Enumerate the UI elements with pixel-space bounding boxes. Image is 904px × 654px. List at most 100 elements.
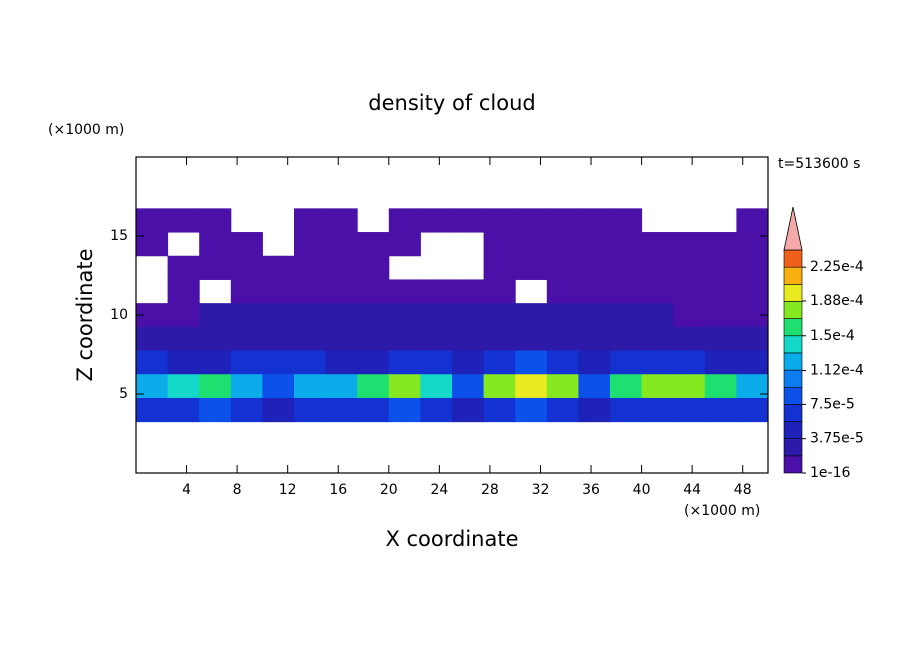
density-cell (420, 374, 453, 399)
chart-title: density of cloud (368, 91, 535, 115)
density-cell (483, 279, 516, 304)
density-cell (136, 397, 169, 423)
density-cell (546, 255, 579, 280)
density-cell (388, 232, 421, 257)
y-tick-label: 10 (110, 307, 128, 323)
x-tick-label: 4 (182, 482, 191, 498)
density-cell (325, 326, 358, 352)
density-cell (199, 397, 232, 423)
x-tick-label: 16 (329, 482, 347, 498)
density-cell (704, 232, 737, 257)
x-tick-label: 48 (734, 482, 752, 498)
density-cell (483, 374, 516, 399)
density-cell (546, 303, 579, 328)
density-cell (325, 303, 358, 328)
density-cell (546, 374, 579, 399)
density-cell (452, 326, 485, 352)
y-unit-label: (×1000 m) (48, 122, 124, 138)
density-cell (704, 397, 737, 423)
density-cell (515, 397, 548, 423)
colorbar-tick-label: 1.88e-4 (810, 293, 864, 309)
density-cell (294, 255, 327, 280)
density-cell (673, 397, 706, 423)
colorbar-band (783, 386, 803, 405)
colorbar-band (783, 284, 803, 302)
density-cell (357, 374, 390, 399)
density-cell (515, 303, 548, 328)
density-cell (610, 255, 643, 280)
density-cell (357, 255, 390, 280)
density-cell (483, 326, 516, 352)
colorbar-tick-label: 1e-16 (810, 465, 850, 481)
density-cell (388, 303, 421, 328)
density-cell (294, 279, 327, 304)
density-cell (357, 303, 390, 328)
density-cell (262, 255, 295, 280)
density-cell (199, 232, 232, 257)
density-cell (515, 208, 548, 233)
density-cell (704, 279, 737, 304)
density-cell (673, 232, 706, 257)
density-cell (230, 232, 263, 257)
colorbar-band (783, 438, 803, 457)
y-axis-title: Z coordinate (73, 248, 97, 381)
density-cell (641, 350, 674, 375)
density-cell (167, 397, 200, 423)
colorbar-band (783, 352, 803, 371)
density-cell (452, 279, 485, 304)
density-cell (483, 350, 516, 375)
density-cell (262, 303, 295, 328)
density-cell (736, 326, 769, 352)
density-cell (736, 255, 769, 280)
density-cell (546, 208, 579, 233)
x-tick-label: 36 (582, 482, 600, 498)
density-cell (167, 279, 200, 304)
density-cell (420, 350, 453, 375)
density-cell (452, 374, 485, 399)
density-cell (294, 350, 327, 375)
density-cell (357, 279, 390, 304)
density-cell (641, 374, 674, 399)
density-cell (546, 397, 579, 423)
x-tick-label: 28 (481, 482, 499, 498)
density-cell (736, 279, 769, 304)
density-cell (388, 326, 421, 352)
y-tick-label: 5 (119, 386, 128, 402)
density-cell (704, 255, 737, 280)
density-cell (578, 326, 611, 352)
density-cell (199, 326, 232, 352)
density-cell (483, 232, 516, 257)
density-cell (388, 374, 421, 399)
density-cell (294, 397, 327, 423)
density-cell (136, 374, 169, 399)
density-cell (388, 350, 421, 375)
density-cell (610, 232, 643, 257)
density-cell (578, 255, 611, 280)
density-cell (262, 326, 295, 352)
density-cell (357, 397, 390, 423)
density-cell (515, 232, 548, 257)
density-cell (546, 326, 579, 352)
density-cell (483, 255, 516, 280)
density-cell (452, 397, 485, 423)
density-cell (515, 326, 548, 352)
density-cell (515, 350, 548, 375)
density-cell (420, 303, 453, 328)
density-cell (736, 350, 769, 375)
density-cell (641, 255, 674, 280)
x-tick-label: 8 (233, 482, 242, 498)
colorbar-tick-label: 3.75e-5 (810, 431, 864, 447)
colorbar-band (783, 455, 803, 474)
colorbar-band (783, 421, 803, 439)
density-cell (452, 208, 485, 233)
density-cell (546, 350, 579, 375)
density-cell (578, 303, 611, 328)
density-cell (230, 350, 263, 375)
density-cell (325, 255, 358, 280)
density-cell (610, 303, 643, 328)
density-cell (452, 303, 485, 328)
density-cell (704, 374, 737, 399)
density-cell (294, 208, 327, 233)
density-cell (199, 303, 232, 328)
density-cell (294, 374, 327, 399)
